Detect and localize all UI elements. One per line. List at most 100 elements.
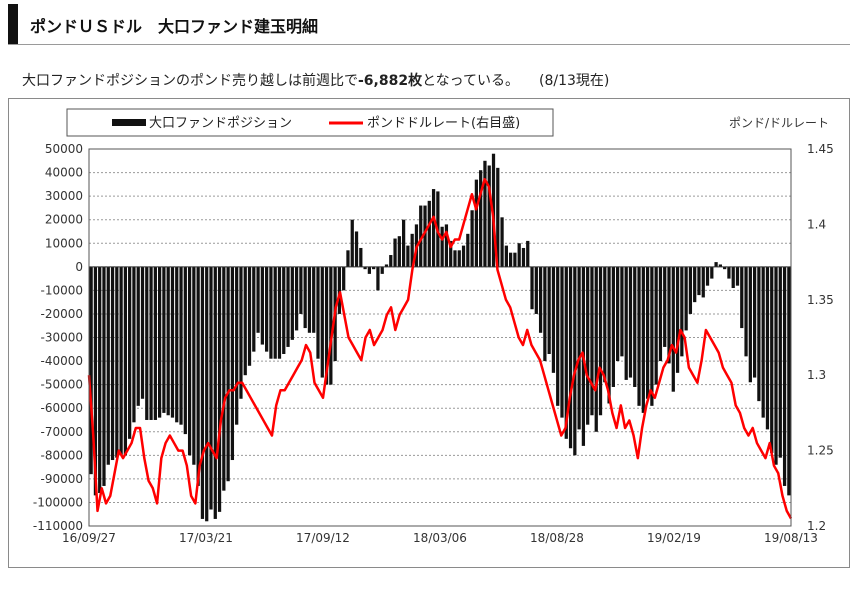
position-bar: [299, 266, 303, 314]
left-tick-label: -20000: [40, 307, 83, 321]
x-tick-label: 18/08/28: [530, 531, 584, 545]
position-bar: [226, 266, 230, 482]
position-bar: [483, 160, 487, 267]
position-bar: [256, 266, 260, 333]
position-bar: [543, 266, 547, 362]
position-bar: [568, 266, 573, 449]
position-bar: [594, 266, 598, 432]
position-bar: [701, 266, 705, 298]
position-bar: [273, 266, 277, 359]
position-bar: [620, 266, 624, 357]
position-bar: [650, 266, 654, 406]
position-bar: [504, 245, 508, 267]
position-bar: [573, 266, 577, 456]
position-bar: [658, 266, 663, 362]
position-bar: [102, 266, 106, 486]
position-bar: [158, 266, 162, 418]
position-bar: [675, 266, 680, 373]
left-tick-label: 20000: [45, 213, 83, 227]
position-bar: [577, 266, 581, 430]
position-bar: [277, 266, 282, 359]
position-bar: [654, 266, 658, 385]
position-bar: [633, 266, 637, 387]
position-bar: [337, 266, 342, 314]
position-bar: [252, 266, 256, 352]
position-bar: [380, 266, 384, 274]
position-bar: [444, 224, 449, 267]
position-bar: [367, 266, 371, 274]
position-bar: [710, 266, 714, 279]
position-bar: [513, 252, 517, 267]
position-bar: [474, 179, 479, 267]
position-bar: [547, 266, 551, 354]
position-bar: [607, 266, 611, 404]
position-bar: [140, 266, 145, 399]
position-bar: [427, 200, 431, 267]
right-tick-label: 1.4: [807, 217, 826, 231]
position-bar: [624, 266, 628, 380]
position-bar: [765, 266, 770, 430]
position-bar: [136, 266, 140, 406]
position-bar: [187, 266, 192, 456]
right-tick-label: 1.3: [807, 368, 826, 382]
left-tick-label: -30000: [40, 331, 83, 345]
position-bar: [192, 266, 196, 465]
position-bar: [196, 266, 200, 486]
right-tick-label: 1.25: [807, 444, 834, 458]
position-bar: [744, 266, 748, 357]
legend-bar-swatch: [112, 119, 146, 126]
position-bar: [740, 266, 744, 329]
position-bar: [98, 266, 102, 494]
title-accent-bar: [8, 4, 18, 44]
position-bar: [217, 266, 222, 512]
title-bar: ポンドＵＳドル 大口ファンド建玉明細: [8, 4, 850, 45]
position-bar: [723, 266, 727, 270]
position-bar: [684, 266, 688, 331]
position-bar: [393, 238, 397, 267]
position-bar: [247, 266, 252, 366]
position-bar: [496, 167, 500, 267]
left-axis-ticks: 50000 40000 30000 20000 10000 0 -10000 -20000 -3…: [33, 142, 83, 533]
position-bar: [752, 266, 757, 378]
position-bar: [645, 266, 650, 399]
position-bar: [115, 266, 119, 458]
position-bar: [727, 266, 731, 279]
left-tick-label: 40000: [45, 166, 83, 180]
position-bar: [230, 266, 235, 461]
position-bar: [243, 266, 247, 376]
position-bar: [479, 170, 483, 267]
position-bar: [132, 266, 136, 423]
position-bar: [688, 266, 693, 314]
position-bar: [466, 233, 470, 267]
x-tick-label: 19/02/19: [647, 531, 701, 545]
position-bar: [363, 266, 367, 270]
position-bar: [235, 266, 239, 425]
position-bar: [770, 266, 774, 453]
right-axis-ticks: 1.45 1.4 1.35 1.3 1.25 1.2: [807, 142, 834, 533]
left-tick-label: -10000: [40, 283, 83, 297]
left-tick-label: -100000: [33, 495, 83, 509]
position-bar: [782, 266, 787, 486]
position-bar: [89, 266, 93, 475]
legend-line-label: ポンドドルレート(右目盛): [367, 116, 520, 131]
position-bar: [453, 250, 457, 267]
position-bar: [269, 266, 273, 359]
position-bar: [586, 266, 590, 425]
position-bar: [500, 217, 504, 267]
left-tick-label: 0: [75, 260, 83, 274]
position-bar: [521, 247, 526, 267]
position-bar: [401, 219, 406, 267]
position-bar: [359, 247, 363, 267]
position-bar: [628, 266, 633, 378]
position-bar: [312, 266, 316, 333]
position-bar: [419, 205, 423, 267]
position-bar: [205, 266, 209, 522]
position-bar: [153, 266, 157, 420]
position-bar: [260, 266, 264, 345]
position-bar: [663, 266, 667, 347]
left-tick-label: -60000: [40, 401, 83, 415]
position-bar: [209, 266, 213, 510]
position-bar: [397, 236, 401, 267]
position-bar: [560, 266, 564, 418]
position-bar: [603, 266, 607, 383]
